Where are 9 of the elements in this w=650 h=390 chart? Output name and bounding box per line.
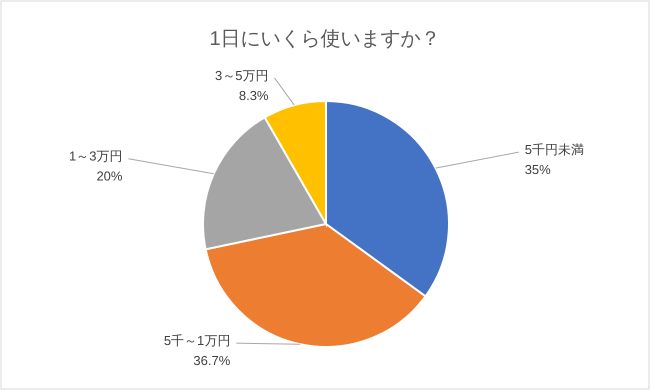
slice-label: 5千～1万円 bbox=[164, 333, 230, 348]
data-label: 35% bbox=[524, 162, 552, 178]
chart-title: 1日にいくら使いますか？ bbox=[209, 28, 441, 50]
data-label: 20% bbox=[96, 168, 123, 184]
data-label: 36.7% bbox=[193, 353, 231, 368]
data-label: 8.3% bbox=[238, 88, 269, 103]
slice-label: 5千円未満 bbox=[524, 142, 584, 158]
slice-label: 3～5万円 bbox=[215, 68, 269, 83]
slice-label: 1～3万円 bbox=[69, 148, 122, 164]
